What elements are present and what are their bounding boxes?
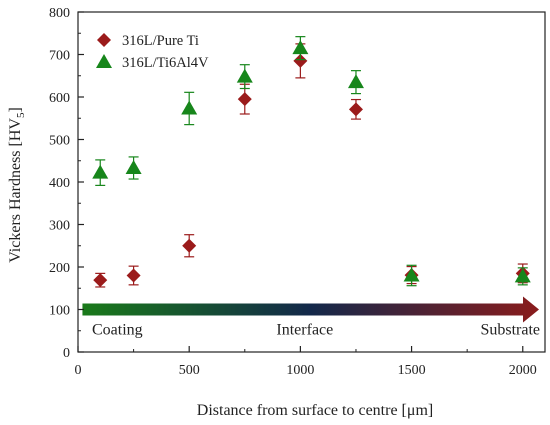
y-tick-label: 0 [63,346,70,361]
axis-ticks: 0 500 1000 1500 2000 0 100 200 300 400 500 600 700 80… [49,6,537,378]
x-tick-label: 0 [75,363,82,378]
data-point [292,40,309,55]
annotations-layer: Coating Interface Substrate [92,321,540,338]
data-point [93,273,108,288]
y-axis-title: Vickers Hardness [HV5] [7,107,27,263]
data-point [181,100,198,115]
data-point [236,68,253,83]
legend: 316L/Pure Ti 316L/Ti6Al4V [96,33,209,71]
y-tick-label: 200 [49,261,70,276]
annotation-label: Substrate [480,321,540,338]
legend-label: 316L/Ti6Al4V [122,55,209,71]
legend-marker [96,54,112,68]
data-point [182,238,197,253]
x-tick-label: 1000 [286,363,314,378]
y-tick-label: 300 [49,219,70,234]
x-tick-label: 1500 [398,363,426,378]
legend-marker [97,33,111,47]
data-series-layer [92,36,531,288]
data-point [125,159,142,174]
x-tick-label: 500 [179,363,200,378]
y-axis-title-suffix: ] [7,107,24,112]
y-tick-label: 800 [49,6,70,21]
data-point [126,268,141,283]
series-1 [93,43,530,288]
x-tick-label: 2000 [509,363,537,378]
data-point [348,102,363,117]
series-2 [92,36,531,287]
data-point [293,53,308,68]
gradient-arrow [82,296,539,323]
annotation-label: Interface [276,321,333,338]
data-point [403,267,420,282]
data-point [514,268,531,283]
y-tick-label: 400 [49,176,70,191]
y-axis-title-subscript: 5 [15,112,27,118]
data-point [347,74,364,89]
y-axis-title-main: Vickers Hardness [HV [7,118,24,263]
data-point [92,164,109,179]
legend-label: 316L/Pure Ti [122,33,199,49]
y-tick-label: 500 [49,134,70,149]
y-tick-label: 100 [49,304,70,319]
x-axis-title: Distance from surface to centre [μm] [197,402,433,419]
gradient-arrow-layer [82,296,539,323]
data-point [237,92,252,107]
annotation-label: Coating [92,321,143,338]
y-tick-label: 600 [49,91,70,106]
y-tick-label: 700 [49,49,70,64]
